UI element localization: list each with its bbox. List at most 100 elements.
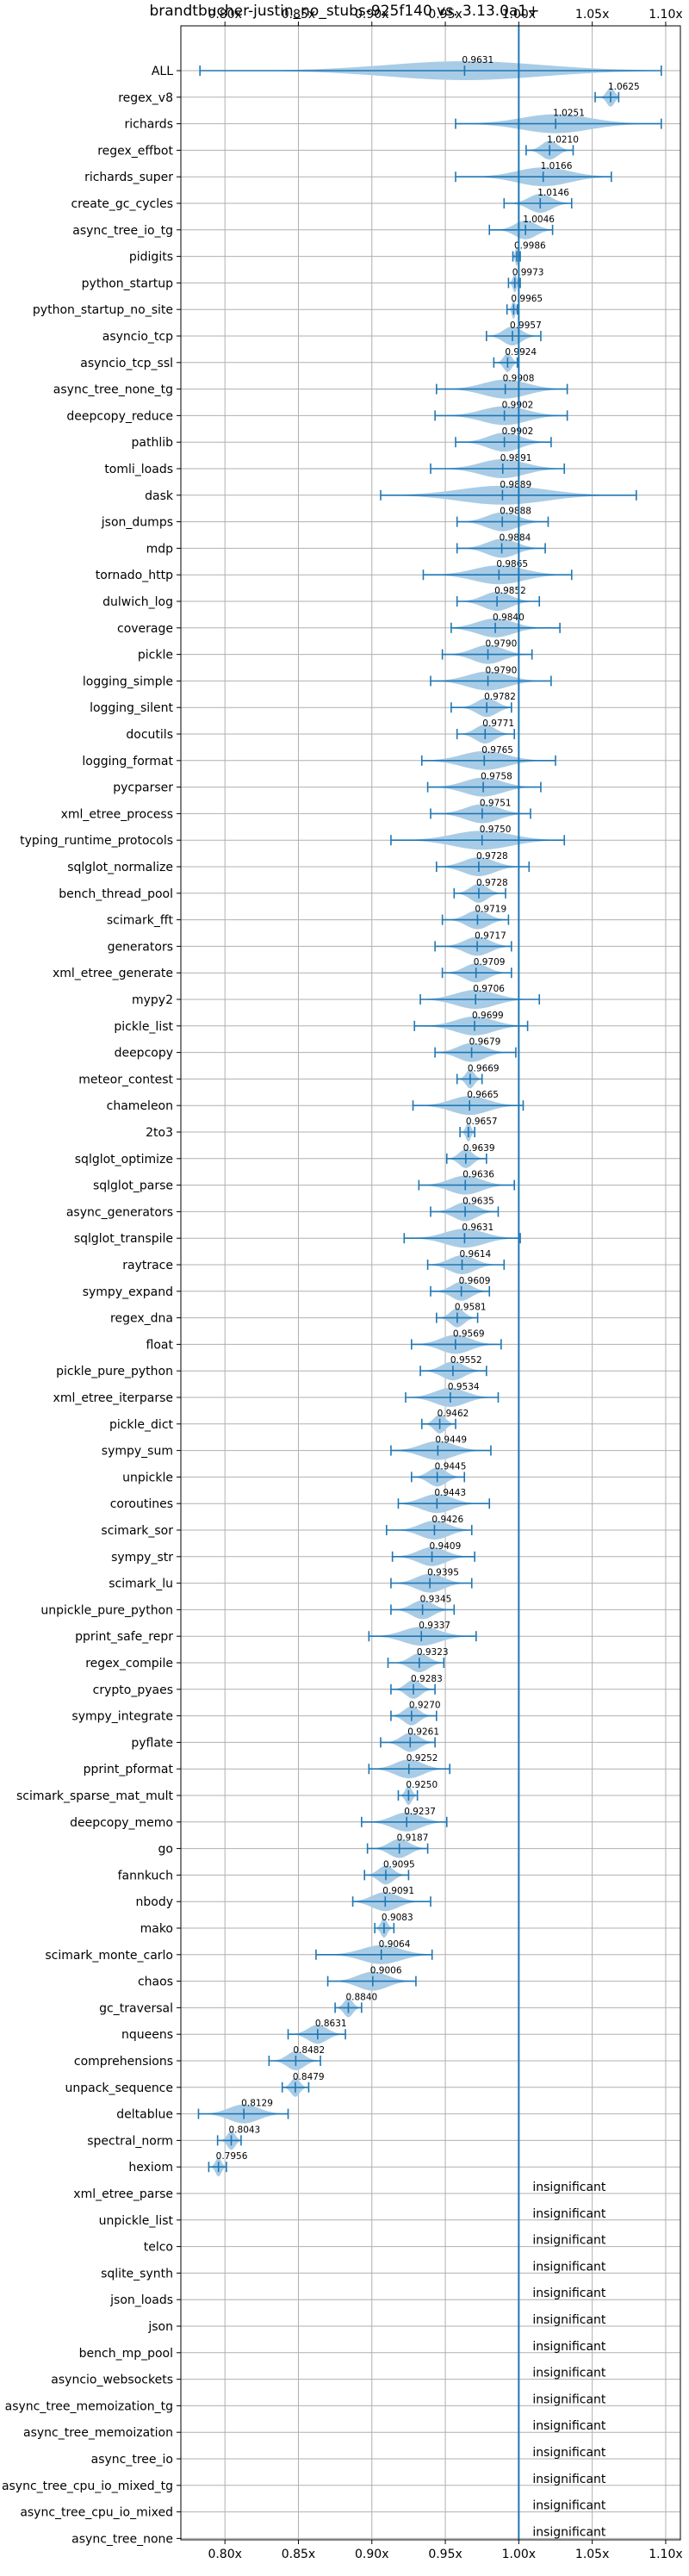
benchmark-label-create_gc_cycles: create_gc_cycles bbox=[71, 197, 173, 211]
violin-gc_traversal: 0.8840 bbox=[334, 1992, 377, 2018]
value-label-unpack_sequence: 0.8479 bbox=[293, 2072, 325, 2082]
benchmark-label-scimark_fft: scimark_fft bbox=[107, 914, 174, 928]
benchmark-label-chaos: chaos bbox=[138, 1976, 173, 1989]
value-label-generators: 0.9717 bbox=[475, 930, 506, 941]
benchmark-label-mypy2: mypy2 bbox=[132, 993, 173, 1007]
benchmark-label-logging_simple: logging_simple bbox=[83, 675, 173, 688]
value-label-hexiom: 0.7956 bbox=[216, 2151, 248, 2162]
value-label-create_gc_cycles: 1.0146 bbox=[537, 188, 569, 198]
insignificant-label-json_loads: insignificant bbox=[532, 2287, 606, 2300]
violin-docutils: 0.9771 bbox=[456, 719, 516, 744]
benchmark-label-python_startup_no_site: python_startup_no_site bbox=[33, 303, 173, 317]
violin-sympy_str: 0.9409 bbox=[391, 1541, 475, 1566]
violin-comprehensions: 0.8482 bbox=[268, 2045, 325, 2070]
benchmark-label-sqlglot_transpile: sqlglot_transpile bbox=[74, 1232, 173, 1246]
value-label-deltablue: 0.8129 bbox=[241, 2099, 273, 2109]
value-label-sympy_sum: 0.9449 bbox=[435, 1435, 467, 1446]
violin-sympy_sum: 0.9449 bbox=[390, 1435, 492, 1460]
benchmark-label-sympy_integrate: sympy_integrate bbox=[71, 1710, 173, 1724]
violin-pickle_list: 0.9699 bbox=[413, 1011, 529, 1036]
value-label-unpickle_pure_python: 0.9345 bbox=[420, 1594, 452, 1604]
violin-unpickle: 0.9445 bbox=[411, 1461, 466, 1487]
benchmark-label-typing_runtime_protocols: typing_runtime_protocols bbox=[20, 834, 173, 848]
violin-pycparser: 0.9758 bbox=[426, 772, 542, 797]
benchmark-label-sqlite_synth: sqlite_synth bbox=[101, 2267, 173, 2280]
violin-deepcopy_reduce: 0.9902 bbox=[434, 400, 568, 426]
benchmark-label-async_tree_cpu_io_mixed: async_tree_cpu_io_mixed bbox=[20, 2506, 173, 2520]
insignificant-label-async_tree_none: insignificant bbox=[532, 2525, 606, 2539]
x-tick-label-top-3: 0.95x bbox=[428, 8, 462, 22]
benchmark-label-spectral_norm: spectral_norm bbox=[87, 2134, 173, 2148]
benchmark-label-sqlglot_optimize: sqlglot_optimize bbox=[75, 1153, 173, 1167]
violin-logging_silent: 0.9782 bbox=[450, 692, 516, 718]
violin-deltablue: 0.8129 bbox=[197, 2099, 289, 2124]
benchmark-label-pycparser: pycparser bbox=[113, 781, 173, 795]
violin-xml_etree_iterparse: 0.9534 bbox=[405, 1382, 500, 1407]
violin-unpack_sequence: 0.8479 bbox=[281, 2072, 325, 2097]
violin-xml_etree_generate: 0.9709 bbox=[441, 957, 512, 983]
benchmark-label-tomli_loads: tomli_loads bbox=[104, 463, 173, 476]
violin-richards_super: 1.0166 bbox=[455, 161, 612, 187]
benchmark-label-regex_effbot: regex_effbot bbox=[97, 144, 173, 158]
benchmark-label-nqueens: nqueens bbox=[121, 2028, 173, 2042]
violin-pickle_dict: 0.9462 bbox=[420, 1409, 469, 1434]
plot-frame bbox=[180, 25, 681, 2541]
insignificant-label-json: insignificant bbox=[532, 2313, 606, 2327]
violin-scimark_monte_carlo: 0.9064 bbox=[315, 1939, 433, 1964]
value-label-sqlglot_parse: 0.9636 bbox=[462, 1170, 494, 1180]
x-tick-label-top-0: 0.80x bbox=[208, 8, 241, 22]
benchmark-label-json_loads: json_loads bbox=[109, 2293, 173, 2307]
value-label-coroutines: 0.9443 bbox=[434, 1488, 466, 1498]
violin-logging_format: 0.9765 bbox=[420, 745, 556, 770]
benchmark-label-docutils: docutils bbox=[126, 728, 173, 742]
violin-pickle_pure_python: 0.9552 bbox=[419, 1355, 487, 1381]
value-label-pyflate: 0.9261 bbox=[407, 1727, 439, 1737]
value-label-pickle_dict: 0.9462 bbox=[438, 1409, 469, 1419]
value-label-ALL: 0.9631 bbox=[462, 55, 493, 65]
benchmark-label-async_generators: async_generators bbox=[66, 1205, 173, 1219]
benchmark-label-unpickle_pure_python: unpickle_pure_python bbox=[40, 1603, 173, 1617]
value-label-dask: 0.9889 bbox=[500, 480, 531, 490]
benchmark-label-async_tree_io_tg: async_tree_io_tg bbox=[72, 224, 173, 238]
value-label-tomli_loads: 0.9891 bbox=[500, 453, 532, 464]
insignificant-label-async_tree_memoization_tg: insignificant bbox=[532, 2392, 606, 2406]
violin-logging_simple: 0.9790 bbox=[430, 665, 552, 691]
benchmark-label-telco: telco bbox=[144, 2241, 173, 2255]
benchmark-label-pickle_dict: pickle_dict bbox=[109, 1418, 174, 1432]
value-label-mdp: 0.9884 bbox=[500, 532, 531, 543]
insignificant-label-async_tree_io: insignificant bbox=[532, 2446, 606, 2460]
benchmark-label-deepcopy_memo: deepcopy_memo bbox=[70, 1816, 173, 1830]
benchmark-label-generators: generators bbox=[108, 940, 173, 954]
benchmark-label-2to3: 2to3 bbox=[146, 1126, 173, 1140]
value-label-pathlib: 0.9902 bbox=[502, 426, 534, 437]
benchmark-label-asyncio_tcp_ssl: asyncio_tcp_ssl bbox=[80, 357, 173, 370]
violin-async_generators: 0.9635 bbox=[430, 1196, 500, 1222]
violin-xml_etree_process: 0.9751 bbox=[430, 798, 531, 824]
benchmark-label-scimark_sor: scimark_sor bbox=[101, 1524, 173, 1538]
value-label-fannkuch: 0.9095 bbox=[383, 1859, 415, 1870]
violin-raytrace: 0.9614 bbox=[426, 1249, 506, 1274]
violin-regex_effbot: 1.0210 bbox=[525, 134, 579, 160]
violin-unpickle_pure_python: 0.9345 bbox=[390, 1594, 456, 1620]
benchmark-label-async_tree_memoization_tg: async_tree_memoization_tg bbox=[5, 2399, 173, 2413]
violin-pprint_pformat: 0.9252 bbox=[368, 1753, 450, 1779]
value-label-docutils: 0.9771 bbox=[482, 719, 514, 729]
violin-scimark_sparse_mat_mult: 0.9250 bbox=[397, 1780, 438, 1805]
benchmark-label-fannkuch: fannkuch bbox=[118, 1869, 173, 1882]
x-tick-label-top-4: 1.00x bbox=[502, 8, 536, 22]
violin-coverage: 0.9840 bbox=[450, 613, 561, 638]
violin-typing_runtime_protocols: 0.9750 bbox=[390, 824, 566, 850]
x-tick-label-bottom-1: 0.85x bbox=[282, 2548, 315, 2561]
x-tick-label-top-1: 0.85x bbox=[282, 8, 315, 22]
value-label-pprint_safe_repr: 0.9337 bbox=[419, 1621, 450, 1631]
value-label-comprehensions: 0.8482 bbox=[293, 2045, 325, 2056]
benchmark-labels: ALL regex_v8 richards regex_effbot richards_… bbox=[2, 65, 181, 2546]
x-tick-label-bottom-3: 0.95x bbox=[428, 2548, 462, 2561]
value-label-sympy_str: 0.9409 bbox=[430, 1541, 462, 1552]
benchmark-label-async_tree_cpu_io_mixed_tg: async_tree_cpu_io_mixed_tg bbox=[2, 2480, 173, 2493]
benchmark-label-scimark_monte_carlo: scimark_monte_carlo bbox=[45, 1949, 173, 1963]
benchmark-label-unpickle_list: unpickle_list bbox=[99, 2214, 174, 2228]
violin-layer: 0.9631 1.0625 1.0251 1.0210 1.0166 1.0146 1.00… bbox=[197, 55, 662, 2539]
